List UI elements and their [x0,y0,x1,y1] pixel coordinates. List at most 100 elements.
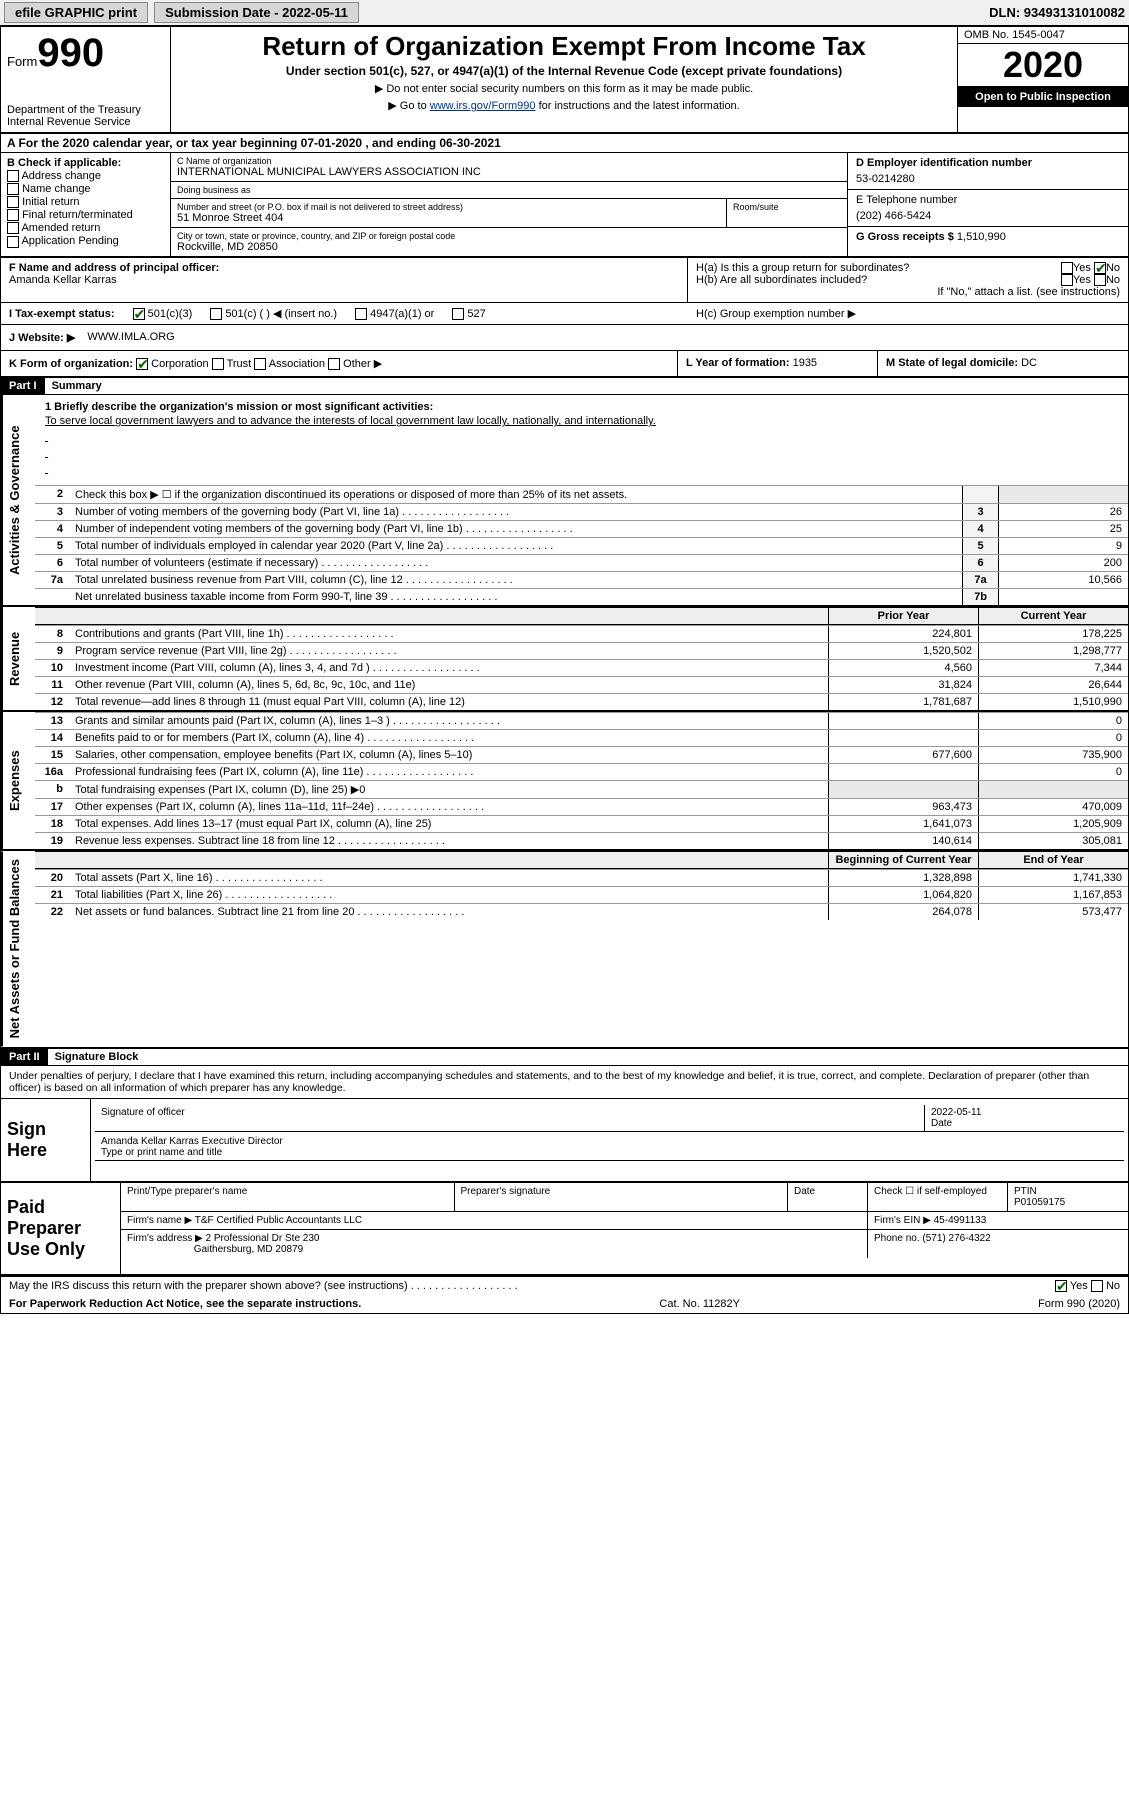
form-note-2: ▶ Go to www.irs.gov/Form990 for instruct… [177,99,951,112]
chk-amended[interactable]: Amended return [7,222,164,234]
org-name: INTERNATIONAL MUNICIPAL LAWYERS ASSOCIAT… [177,166,841,178]
ha-no[interactable] [1094,262,1106,274]
form-title: Return of Organization Exempt From Incom… [177,31,951,62]
form-number: 990 [37,31,104,75]
efile-button[interactable]: efile GRAPHIC print [4,2,148,23]
may-q: May the IRS discuss this return with the… [9,1280,518,1292]
hb-yes[interactable] [1061,274,1073,286]
chk-initial-return[interactable]: Initial return [7,196,164,208]
dln-label: DLN: 93493131010082 [989,5,1125,20]
chk-address-change[interactable]: Address change [7,170,164,182]
hb-label: H(b) Are all subordinates included? [696,274,867,286]
tax-exempt-row: I Tax-exempt status: 501(c)(3) 501(c) ( … [1,303,688,324]
mission-text: To serve local government lawyers and to… [45,415,1118,429]
ein-value: 53-0214280 [856,173,1120,185]
k-label: K Form of organization: [9,358,133,370]
form-header: Form990 Department of the Treasury Inter… [1,27,1128,134]
line14: Benefits paid to or for members (Part IX… [69,730,828,746]
chk-501c[interactable] [210,308,222,320]
part2-bar: Part II [1,1049,48,1065]
part1-header: Part I Summary [1,378,1128,395]
dba-label: Doing business as [177,185,841,195]
chk-4947[interactable] [355,308,367,320]
prep-selfemp: Check ☐ if self-employed [868,1183,1008,1211]
city-box: City or town, state or province, country… [171,228,847,256]
line7a: Total unrelated business revenue from Pa… [69,572,962,588]
vlabel-na: Net Assets or Fund Balances [1,851,35,1046]
vlabel-exp: Expenses [1,712,35,849]
hb-no[interactable] [1094,274,1106,286]
col-right-deg: D Employer identification number 53-0214… [848,153,1128,256]
city-value: Rockville, MD 20850 [177,241,841,253]
line17: Other expenses (Part IX, column (A), lin… [69,799,828,815]
paid-preparer-block: Paid Preparer Use Only Print/Type prepar… [1,1183,1128,1276]
may-yes[interactable] [1055,1280,1067,1292]
firm-phone: (571) 276-4322 [922,1233,990,1244]
ein-label: D Employer identification number [856,157,1120,169]
vlabel-ag: Activities & Governance [1,395,35,605]
v7b [998,589,1128,605]
line20: Total assets (Part X, line 16) [69,870,828,886]
penalties-text: Under penalties of perjury, I declare th… [1,1066,1128,1099]
city-label: City or town, state or province, country… [177,231,841,241]
form-note-1: ▶ Do not enter social security numbers o… [177,82,951,95]
chk-assoc[interactable] [254,358,266,370]
part2-title: Signature Block [55,1051,139,1063]
gross-label: G Gross receipts $ [856,231,954,243]
page-footer: For Paperwork Reduction Act Notice, see … [1,1295,1128,1313]
sign-here-label: Sign Here [1,1099,91,1181]
open-to-public: Open to Public Inspection [958,87,1128,107]
ein-box: D Employer identification number 53-0214… [848,153,1128,190]
block-ih: I Tax-exempt status: 501(c)(3) 501(c) ( … [1,303,1128,325]
department-label: Department of the Treasury Internal Reve… [7,104,164,128]
phone-value: (202) 466-5424 [856,210,1120,222]
footer-right: Form 990 (2020) [1038,1298,1120,1310]
section-revenue: Revenue Prior YearCurrent Year 8Contribu… [1,607,1128,712]
line13: Grants and similar amounts paid (Part IX… [69,713,828,729]
k-l-m-row: K Form of organization: Corporation Trus… [1,351,1128,378]
chk-name-change[interactable]: Name change [7,183,164,195]
form-page: Form990 Department of the Treasury Inter… [0,26,1129,1314]
line9: Program service revenue (Part VIII, line… [69,643,828,659]
chk-other[interactable] [328,358,340,370]
chk-501c3[interactable] [133,308,145,320]
phone-label: E Telephone number [856,194,1120,206]
header-right: OMB No. 1545-0047 2020 Open to Public In… [958,27,1128,132]
may-no[interactable] [1091,1280,1103,1292]
h-group-box: H(a) Is this a group return for subordin… [688,258,1128,302]
hc-box: H(c) Group exemption number ▶ [688,303,1128,324]
chk-corp[interactable] [136,358,148,370]
chk-trust[interactable] [212,358,224,370]
website-row: J Website: ▶ WWW.IMLA.ORG [1,325,1128,351]
form-title-block: Return of Organization Exempt From Incom… [171,27,958,132]
street-box: Number and street (or P.O. box if mail i… [171,199,847,228]
block-bcdefg: B Check if applicable: Address change Na… [1,153,1128,258]
may-discuss-row: May the IRS discuss this return with the… [1,1276,1128,1295]
ha-yes[interactable] [1061,262,1073,274]
line2: Check this box ▶ ☐ if the organization d… [69,486,962,503]
hb-note: If "No," attach a list. (see instruction… [696,286,1120,298]
line15: Salaries, other compensation, employee b… [69,747,828,763]
form990-link[interactable]: www.irs.gov/Form990 [430,100,536,112]
hdr-beg: Beginning of Current Year [828,852,978,868]
form-designation: Form990 Department of the Treasury Inter… [1,27,171,132]
j-label: J Website: ▶ [9,331,75,344]
line21: Total liabilities (Part X, line 26) [69,887,828,903]
note2-pre: ▶ Go to [388,100,429,112]
line12: Total revenue—add lines 8 through 11 (mu… [69,694,828,710]
org-name-label: C Name of organization [177,156,841,166]
line16b: Total fundraising expenses (Part IX, col… [69,781,828,798]
footer-left: For Paperwork Reduction Act Notice, see … [9,1298,361,1310]
chk-final-return[interactable]: Final return/terminated [7,209,164,221]
line8: Contributions and grants (Part VIII, lin… [69,626,828,642]
sig-officer-label: Signature of officer [95,1105,924,1131]
chk-527[interactable] [452,308,464,320]
submission-date-button[interactable]: Submission Date - 2022-05-11 [154,2,359,23]
chk-application-pending[interactable]: Application Pending [7,235,164,247]
col-b-checkboxes: B Check if applicable: Address change Na… [1,153,171,256]
v5: 9 [998,538,1128,554]
line11: Other revenue (Part VIII, column (A), li… [69,677,828,693]
prep-name-hdr: Print/Type preparer's name [121,1183,455,1211]
firm-ein: 45-4991133 [934,1215,987,1226]
f-label: F Name and address of principal officer: [9,262,219,274]
